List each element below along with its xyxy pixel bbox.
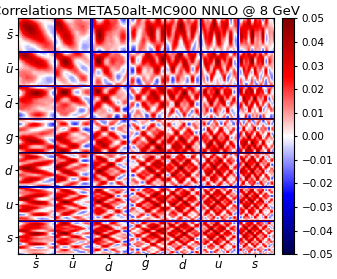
- Title: Correlations META50alt-MC900 NNLO @ 8 GeV: Correlations META50alt-MC900 NNLO @ 8 Ge…: [0, 4, 300, 17]
